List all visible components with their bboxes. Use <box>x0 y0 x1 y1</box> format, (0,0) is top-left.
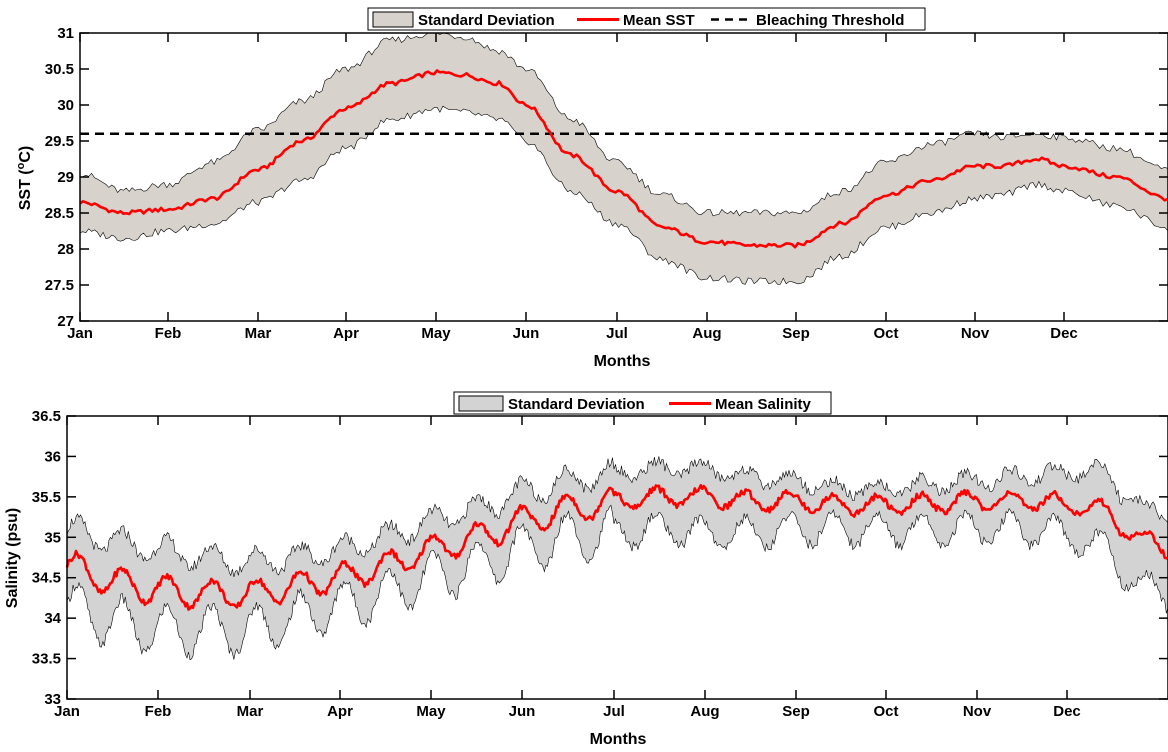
x-tick-label: Apr <box>327 703 353 720</box>
x-tick-label: Oct <box>873 703 898 720</box>
salinity-mean-line <box>65 483 1168 611</box>
sst-legend-threshold-label: Bleaching Threshold <box>756 12 904 29</box>
x-tick-label: Jan <box>67 325 93 342</box>
y-tick-label: 36.5 <box>32 408 61 425</box>
sst-x-ticks: Jan Feb Mar Apr May Jun Jul Aug Sep Oct Nov Dec <box>67 33 1078 342</box>
salinity-x-ticks: Jan Feb Mar Apr May Jun Jul Aug Sep Oct Nov Dec <box>54 416 1081 720</box>
y-tick-label: 27.5 <box>45 277 74 294</box>
x-tick-label: Jun <box>513 325 540 342</box>
y-tick-label: 35.5 <box>32 489 61 506</box>
x-tick-label: Aug <box>690 703 719 720</box>
sst-legend-box <box>367 7 926 31</box>
salinity-plot-area <box>65 455 1168 661</box>
salinity-std-band <box>66 455 1168 661</box>
salinity-legend-box <box>453 391 832 415</box>
sst-y-axis-title: SST (oC) <box>15 146 34 211</box>
x-tick-label: Nov <box>963 703 992 720</box>
y-tick-label: 30.5 <box>45 61 74 78</box>
x-tick-label: Jan <box>54 703 80 720</box>
salinity-axes-box <box>66 415 1168 700</box>
x-tick-label: Feb <box>155 325 182 342</box>
sst-plot-area <box>79 32 1168 285</box>
sst-std-band <box>79 32 1168 285</box>
x-tick-label: Jul <box>606 325 628 342</box>
x-tick-label: Mar <box>237 703 264 720</box>
sst-legend-std-swatch <box>372 11 414 28</box>
sst-x-axis-title: Months <box>594 353 651 370</box>
sst-mean-line <box>79 69 1168 249</box>
salinity-legend: Standard Deviation Mean Salinity <box>453 391 832 415</box>
x-tick-label: Jun <box>509 703 536 720</box>
sst-legend-std-label: Standard Deviation <box>418 12 555 29</box>
salinity-panel: 33 33.5 34 34.5 35 35.5 36 36.5 Jan Feb Mar Apr May… <box>4 391 1168 748</box>
x-tick-label: Sep <box>782 325 810 342</box>
x-tick-label: Dec <box>1050 325 1078 342</box>
y-tick-label: 34 <box>44 610 61 627</box>
y-tick-label: 29 <box>57 169 74 186</box>
y-tick-label: 33 <box>44 691 61 708</box>
x-tick-label: May <box>421 325 451 342</box>
y-tick-label: 28 <box>57 241 74 258</box>
x-tick-label: Feb <box>145 703 172 720</box>
y-tick-label: 35 <box>44 529 61 546</box>
y-tick-label: 28.5 <box>45 205 74 222</box>
y-tick-label: 34.5 <box>32 570 61 587</box>
x-tick-label: Mar <box>245 325 272 342</box>
x-tick-label: Aug <box>692 325 721 342</box>
x-tick-label: May <box>416 703 446 720</box>
x-tick-label: Oct <box>873 325 898 342</box>
sst-y-ticks: 27 27.5 28 28.5 29 29.5 30 30.5 31 <box>45 25 1168 330</box>
x-tick-label: Apr <box>333 325 359 342</box>
salinity-legend-std-label: Standard Deviation <box>508 396 645 413</box>
salinity-x-axis-title: Months <box>590 731 647 748</box>
x-tick-label: Nov <box>961 325 990 342</box>
salinity-y-ticks: 33 33.5 34 34.5 35 35.5 36 36.5 <box>32 408 1168 708</box>
x-tick-label: Sep <box>782 703 810 720</box>
x-tick-label: Dec <box>1053 703 1081 720</box>
y-tick-label: 36 <box>44 448 61 465</box>
sst-legend-mean-label: Mean SST <box>623 12 695 29</box>
salinity-legend-mean-label: Mean Salinity <box>715 396 812 413</box>
salinity-y-axis-title: Salinity (psu) <box>4 508 21 608</box>
sst-legend: Standard Deviation Mean SST Bleaching Th… <box>367 7 926 31</box>
y-tick-label: 31 <box>57 25 74 42</box>
y-tick-label: 29.5 <box>45 133 74 150</box>
salinity-legend-std-swatch <box>458 395 504 412</box>
y-tick-label: 30 <box>57 97 74 114</box>
x-tick-label: Jul <box>603 703 625 720</box>
y-tick-label: 33.5 <box>32 651 61 668</box>
y-tick-label: 27 <box>57 313 74 330</box>
sst-panel: 27 27.5 28 28.5 29 29.5 30 30.5 31 Jan Feb Mar Apr M… <box>15 7 1168 370</box>
